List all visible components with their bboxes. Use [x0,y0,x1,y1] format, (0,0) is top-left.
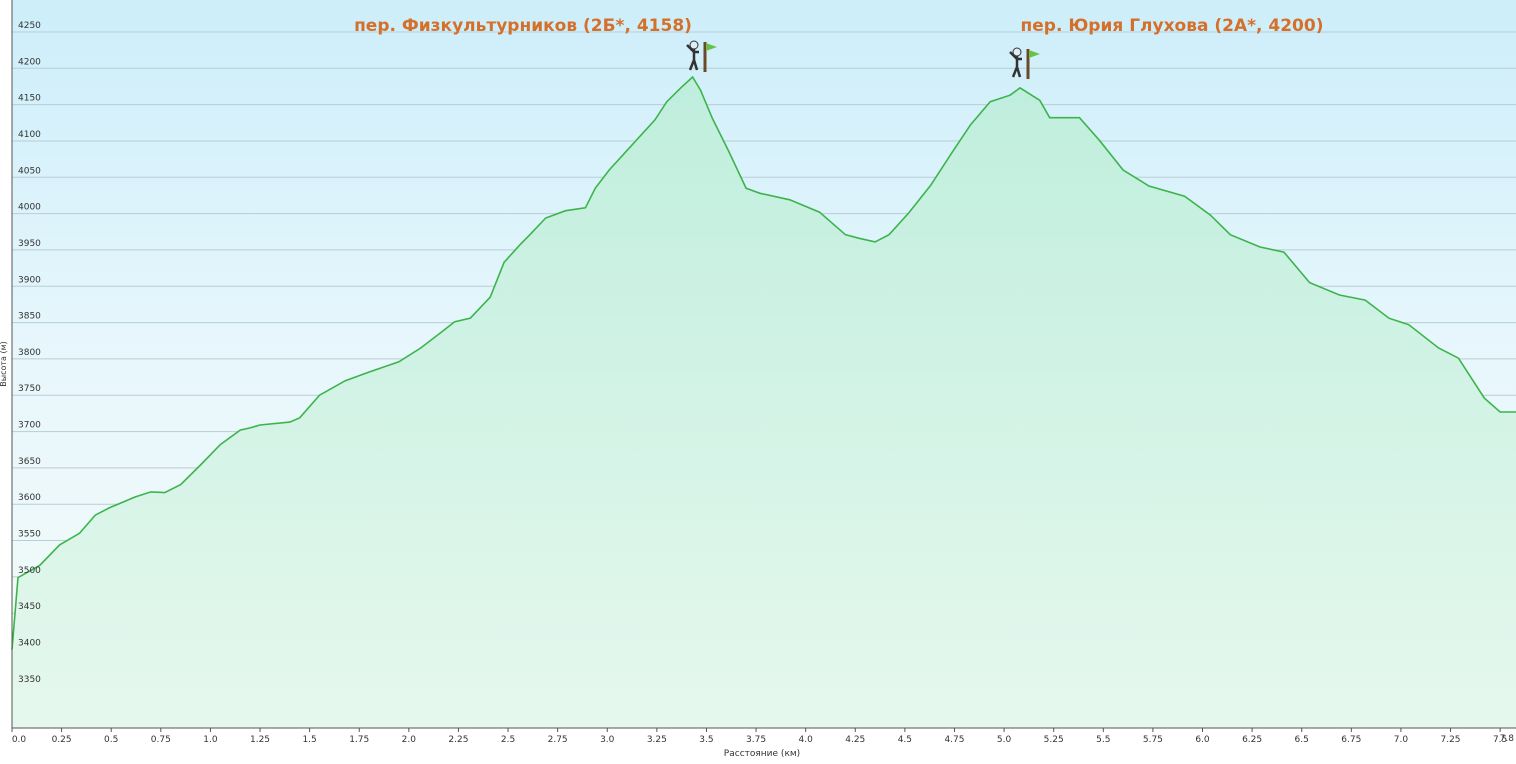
y-tick-label: 4150 [18,94,41,104]
x-tick-label: 6.5 [1295,735,1309,745]
area [12,77,1516,728]
x-tick-label: 1.0 [203,735,218,745]
y-tick-label: 3950 [18,239,41,249]
x-tick-label: 2.5 [501,735,515,745]
x-tick-label: 3.75 [746,735,766,745]
y-tick-label: 3350 [18,675,41,685]
x-tick-label: 7.5 [1493,735,1507,745]
x-tick-label: 5.25 [1044,735,1064,745]
line [11,75,1516,650]
y-tick-label: 3600 [18,493,41,503]
y-tick-label: 3850 [18,312,41,322]
hiker-icon [686,40,717,72]
y-tick-label: 3650 [18,457,41,467]
y-tick-label: 3550 [18,530,41,540]
y-axis-label: Высота (м) [0,341,8,386]
x-tick-label: 0.5 [104,735,118,745]
x-tick-label: 2.25 [448,735,468,745]
x-tick-label: 2.75 [548,735,568,745]
hiker-icon [1009,47,1040,79]
x-tick-label: 2.0 [402,735,417,745]
x-tick-label: 4.5 [898,735,912,745]
y-tick-label: 4100 [18,130,41,140]
x-tick-label: 3.5 [699,735,713,745]
x-tick-label: 6.25 [1242,735,1262,745]
y-tick-label: 3700 [18,421,41,431]
x-tick-label: 4.0 [799,735,814,745]
y-tick-label: 3500 [18,566,41,576]
x-tick-label: 4.25 [845,735,865,745]
x-tick-label: 3.25 [647,735,667,745]
x-tick-label: 5.0 [997,735,1012,745]
y-tick-label: 4250 [18,21,41,31]
y-tick-label: 3400 [18,639,41,649]
x-tick-label: 1.75 [349,735,369,745]
y-tick-label: 3900 [18,275,41,285]
x-tick-label: 6.0 [1195,735,1210,745]
x-tick-label: 6.75 [1341,735,1361,745]
x-tick-label: 1.25 [250,735,270,745]
annotation: пер. Физкультурников (2Б*, 4158) [354,16,692,36]
x-tick-label: 0.75 [151,735,171,745]
annotation: пер. Юрия Глухова (2А*, 4200) [1021,16,1324,36]
y-tick-label: 3800 [18,348,41,358]
x-tick-label: 5.75 [1143,735,1163,745]
y-tick-label: 4200 [18,57,41,67]
x-tick-label: 3.0 [600,735,615,745]
x-tick-label: 0.25 [52,735,72,745]
y-tick-label: 3450 [18,602,41,612]
plot [11,75,1516,728]
x-tick-label: 5.5 [1096,735,1110,745]
y-tick-label: 4050 [18,166,41,176]
x-tick-label: 0.0 [12,735,27,745]
x-tick-label: 4.75 [944,735,964,745]
x-axis-label: Расстояние (км) [724,749,800,759]
x-tick-label: 7.0 [1394,735,1409,745]
x-tick-label: 7.25 [1440,735,1460,745]
y-tick-label: 3750 [18,384,41,394]
y-tick-label: 4000 [18,203,41,213]
x-tick-label: 1.5 [302,735,316,745]
x-end-label: 7.8 [1500,734,1515,744]
